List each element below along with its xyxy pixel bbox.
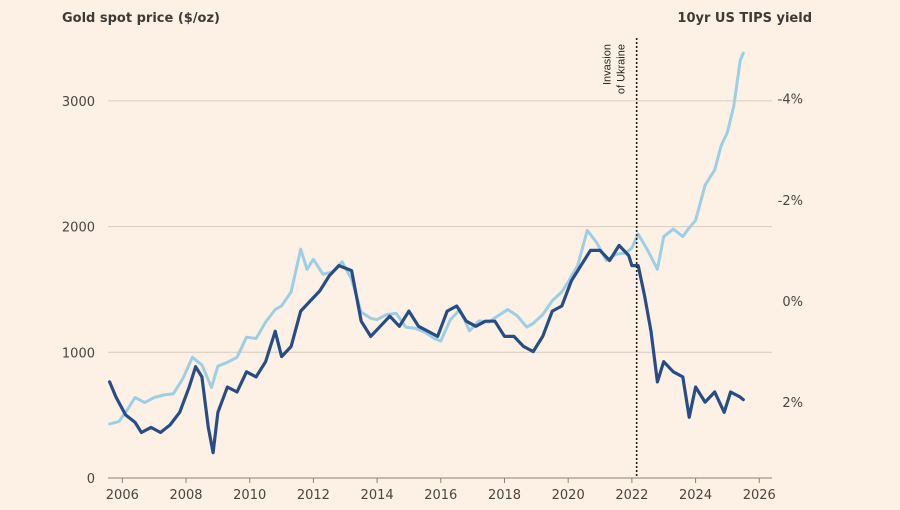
tips-yield-line	[108, 243, 745, 455]
x-tick-label: 2018	[488, 488, 521, 503]
x-tick-label: 2024	[679, 488, 712, 503]
left-tick-label: 0	[87, 472, 95, 487]
annotation-label: of Ukraine	[616, 44, 628, 94]
right-tick-label: -4%	[778, 93, 803, 108]
x-tick-label: 2022	[615, 488, 648, 503]
x-tick-label: 2012	[297, 488, 330, 503]
gold-price-line	[108, 51, 745, 426]
x-tick-label: 2020	[552, 488, 585, 503]
right-axis-title: 10yr US TIPS yield	[677, 11, 812, 26]
left-tick-label: 2000	[62, 221, 95, 236]
right-tick-label: 2%	[782, 396, 803, 411]
right-tick-label: 0%	[782, 295, 803, 310]
annotation-label: Invasion	[602, 44, 614, 85]
x-tick-label: 2016	[424, 488, 457, 503]
axes: 0 1000 2000 3000 -4% -2% 0% 2% 2006 2008 2010 2012 2…	[62, 93, 803, 503]
annotation-layer: Invasion of Ukraine	[602, 38, 638, 478]
x-tick-label: 2008	[169, 488, 202, 503]
right-tick-label: -2%	[778, 194, 803, 209]
left-tick-label: 1000	[62, 346, 95, 361]
x-tick-label: 2014	[361, 488, 394, 503]
x-tick-label: 2010	[233, 488, 266, 503]
left-tick-label: 3000	[62, 95, 95, 110]
series-layer	[108, 51, 745, 455]
x-tick-label: 2026	[743, 488, 776, 503]
left-axis-title: Gold spot price ($/oz)	[62, 11, 220, 26]
gridlines	[108, 100, 772, 353]
x-tick-label: 2006	[106, 488, 139, 503]
